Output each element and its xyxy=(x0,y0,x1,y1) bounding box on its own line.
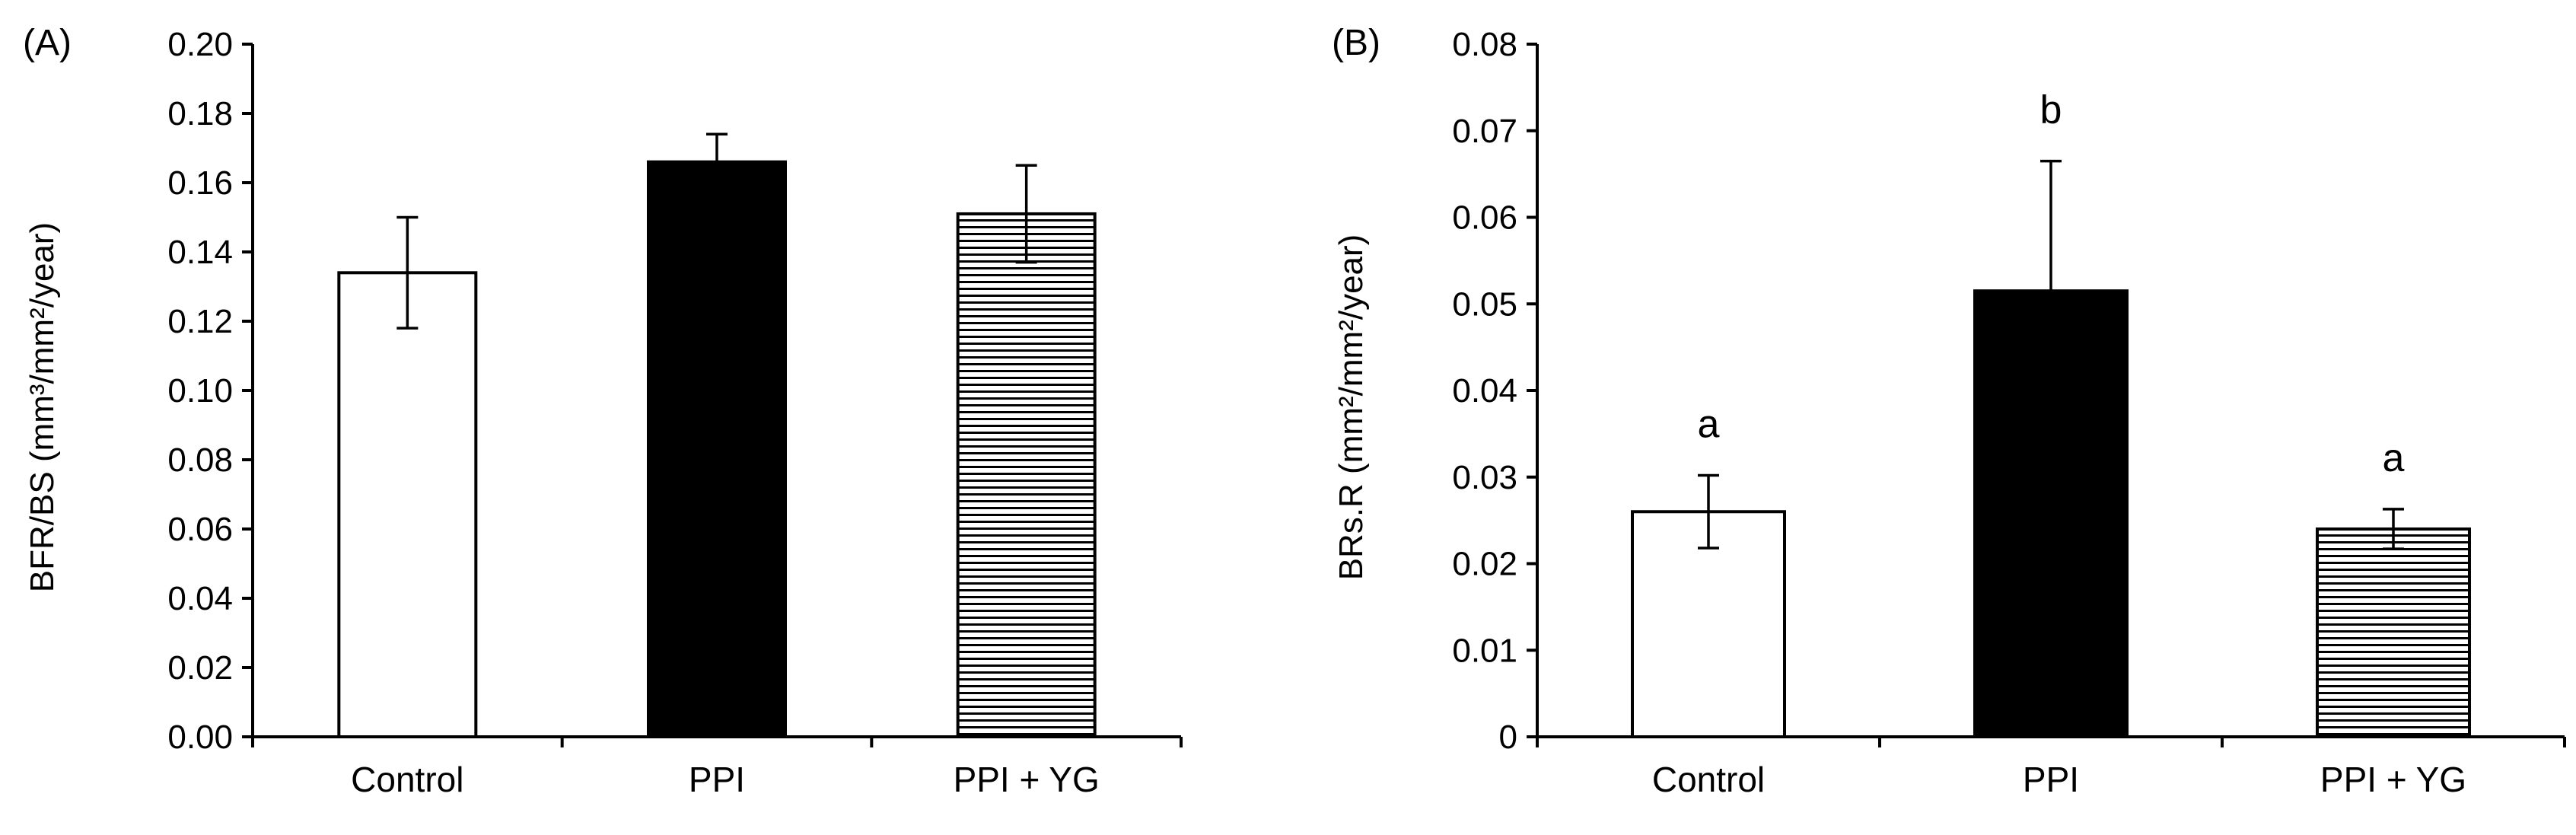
chart-panel-a: (A) BFR/BS (mm³/mm²/year) 0.000.020.040.… xyxy=(23,23,1183,799)
panel-label-b: (B) xyxy=(1332,23,1380,63)
error-bar xyxy=(1698,473,1719,550)
chart-panel-b: (B) BRs.R (mm²/mm²/year) 0 0.01 0.02 0.03 0.… xyxy=(1332,23,2566,799)
y-axis-title-a: BFR/BS (mm³/mm²/year) xyxy=(24,222,61,592)
bar-ppi-yg xyxy=(2316,527,2471,738)
significance-labels-b: a b a xyxy=(1698,88,2405,480)
x-tick-label: PPI xyxy=(2023,760,2079,799)
y-tick-label: 0.16 xyxy=(167,164,233,202)
y-ticks-b: 0 0.01 0.02 0.03 0.04 0.05 0.06 0.07 0.08 xyxy=(1452,26,1537,756)
y-tick-label: 0.00 xyxy=(167,719,233,756)
x-ticks-a: Control PPI PPI + YG xyxy=(351,760,1100,799)
bar-ppi xyxy=(647,160,787,738)
y-tick-label: 0.14 xyxy=(167,234,233,271)
axes-b xyxy=(1536,44,2566,747)
axes-a xyxy=(251,44,1183,747)
y-tick-label: 0.03 xyxy=(1452,459,1517,496)
y-tick-label: 0.12 xyxy=(167,303,233,340)
y-tick-label: 0.08 xyxy=(167,441,233,479)
y-tick-label: 0.18 xyxy=(167,95,233,132)
error-bar xyxy=(706,132,728,191)
y-tick-label: 0.06 xyxy=(1452,199,1517,237)
error-bar xyxy=(2040,159,2062,422)
y-tick-label: 0.04 xyxy=(1452,372,1517,410)
bar-control xyxy=(337,271,478,738)
y-tick-label: 0.20 xyxy=(167,26,233,63)
x-tick-label: Control xyxy=(351,760,463,799)
bars-a xyxy=(337,160,1097,738)
x-tick-label: PPI + YG xyxy=(2320,760,2466,799)
y-tick-label: 0.10 xyxy=(167,372,233,410)
x-tick-label: PPI + YG xyxy=(954,760,1100,799)
y-tick-label: 0.02 xyxy=(167,649,233,687)
y-ticks-a: 0.00 0.02 0.04 0.06 0.08 0.10 0.12 0.14 0.16 0.18… xyxy=(167,26,253,756)
panel-label-a: (A) xyxy=(23,23,72,63)
x-tick-label: Control xyxy=(1652,760,1765,799)
y-tick-label: 0.05 xyxy=(1452,285,1517,323)
y-tick-label: 0.02 xyxy=(1452,546,1517,583)
x-ticks-b: Control PPI PPI + YG xyxy=(1652,760,2466,799)
y-tick-label: 0 xyxy=(1499,719,1517,756)
significance-label: b xyxy=(2040,88,2062,132)
y-axis-title-b: BRs.R (mm²/mm²/year) xyxy=(1333,234,1370,581)
error-bars-b xyxy=(1698,159,2404,550)
y-tick-label: 0.04 xyxy=(167,580,233,617)
y-tick-label: 0.01 xyxy=(1452,632,1517,669)
y-tick-label: 0.06 xyxy=(167,511,233,548)
significance-label: a xyxy=(2383,436,2405,480)
error-bar xyxy=(2383,508,2404,550)
x-tick-label: PPI xyxy=(689,760,745,799)
error-bar xyxy=(396,215,419,330)
y-tick-label: 0.08 xyxy=(1452,26,1517,63)
error-bar xyxy=(1015,164,1037,264)
significance-label: a xyxy=(1698,402,1720,446)
y-tick-label: 0.07 xyxy=(1452,113,1517,150)
error-bars-a xyxy=(396,132,1037,330)
bar-ppi-yg xyxy=(956,212,1097,738)
